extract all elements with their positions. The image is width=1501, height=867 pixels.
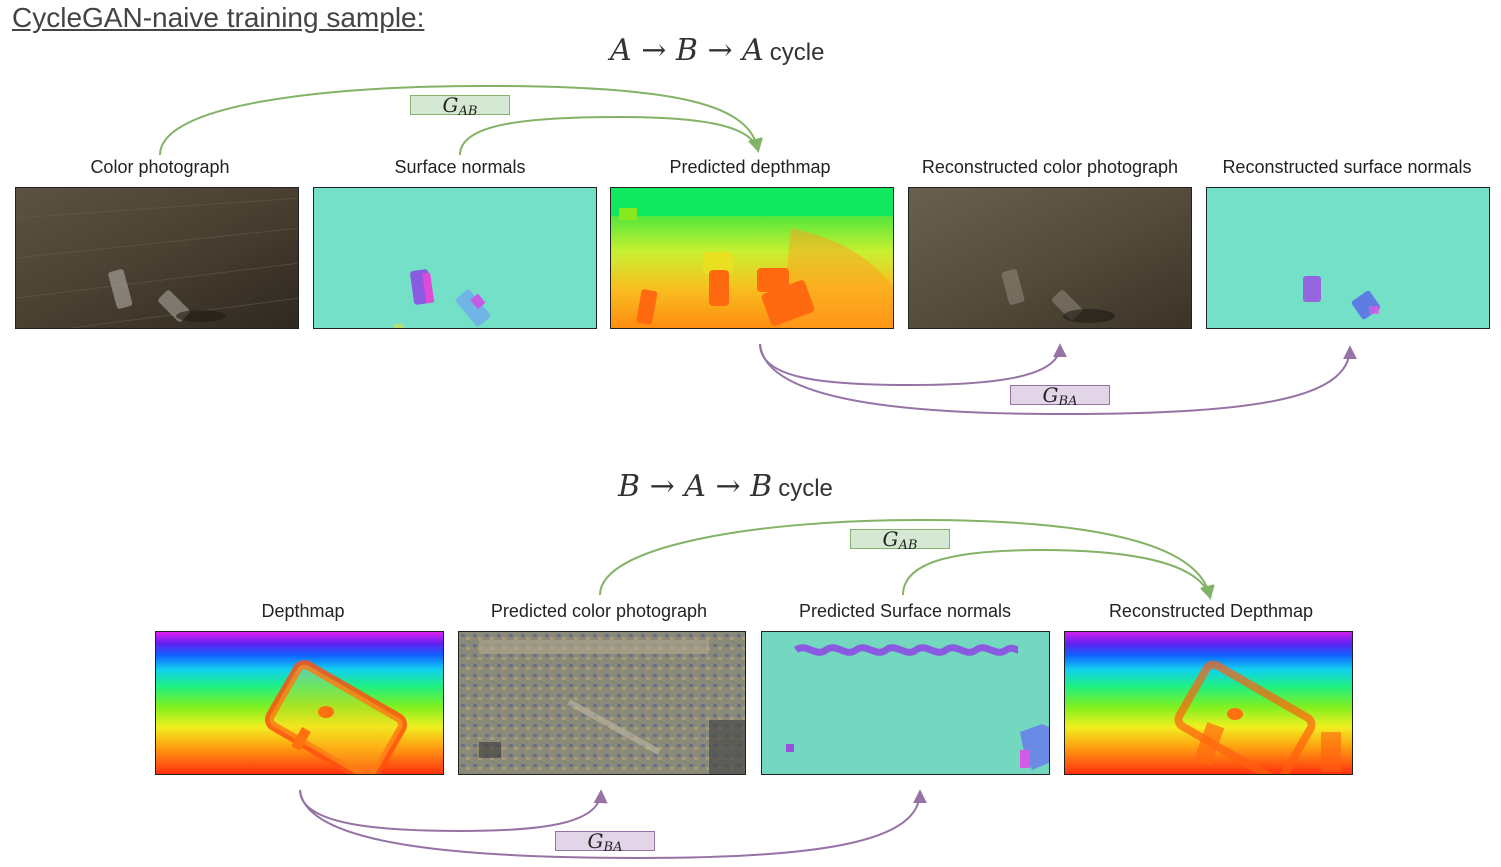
arrow-gab-from-normals	[459, 115, 762, 156]
arrow-gba-to-pred-normals	[299, 789, 927, 860]
arrow-gab-from-pred-photo	[599, 518, 1215, 600]
arrow-gba-to-photo	[759, 343, 1067, 387]
image-reconstructed-depthmap	[1064, 631, 1353, 775]
arrow-gba-to-normals	[759, 343, 1357, 416]
label-reconstructed-surface-normals: Reconstructed surface normals	[1222, 157, 1472, 177]
arrow-gab-from-pred-normals	[902, 548, 1214, 600]
cycle-formula: A → B → A	[610, 33, 764, 68]
label-color-photograph: Color photograph	[90, 157, 230, 177]
label-depthmap: Depthmap	[261, 601, 345, 621]
generator-ba-tag: G BA	[1010, 383, 1110, 409]
image-predicted-surface-normals	[761, 631, 1050, 775]
label-reconstructed-depthmap: Reconstructed Depthmap	[1108, 601, 1314, 621]
image-surface-normals	[313, 187, 597, 329]
arrow-gba-to-pred-photo	[299, 789, 608, 833]
image-depthmap	[155, 631, 444, 775]
cycle-word: cycle	[769, 39, 825, 66]
label-reconstructed-color-photograph: Reconstructed color photograph	[921, 157, 1179, 177]
image-reconstructed-surface-normals	[1206, 187, 1490, 329]
label-surface-normals: Surface normals	[394, 157, 526, 177]
generator-ab-tag: G AB	[410, 93, 510, 119]
image-predicted-color-photograph	[458, 631, 746, 775]
image-color-photograph	[15, 187, 299, 329]
generator-ab-tag: G AB	[850, 527, 950, 553]
cycle-word: cycle	[778, 475, 833, 502]
image-predicted-depthmap	[610, 187, 894, 329]
label-predicted-depthmap: Predicted depthmap	[669, 157, 831, 177]
page-title: CycleGAN-naive training sample:	[12, 2, 425, 33]
generator-ba-tag: G BA	[555, 829, 655, 855]
image-reconstructed-color-photograph	[908, 187, 1192, 329]
arrow-gab-from-photo	[159, 84, 763, 156]
label-predicted-color-photograph: Predicted color photograph	[490, 601, 708, 621]
cycle-formula: B → A → B	[618, 469, 773, 504]
label-predicted-surface-normals: Predicted Surface normals	[798, 601, 1012, 621]
